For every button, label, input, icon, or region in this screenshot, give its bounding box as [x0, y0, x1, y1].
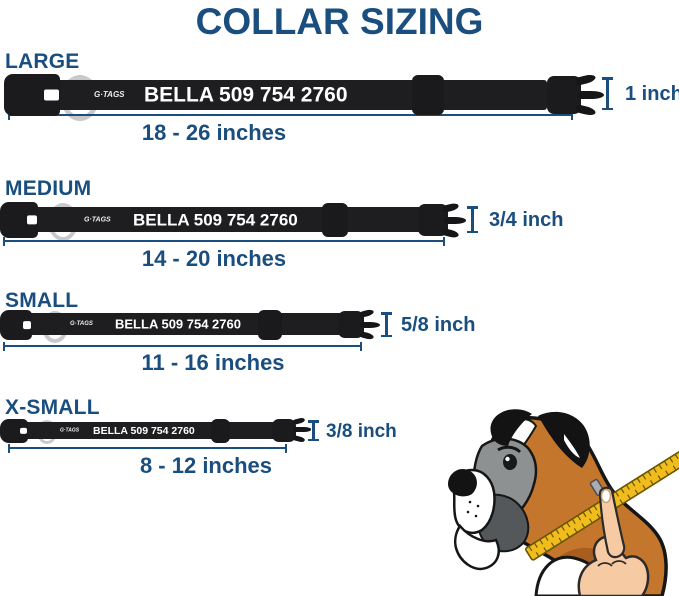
length-range-small: 11 - 16 inches	[141, 350, 285, 375]
buckle-prong	[575, 73, 597, 86]
collar-image-x-small: G·TAGS BELLA 509 754 2760	[0, 416, 320, 446]
width-label-large: 1 inch	[625, 83, 679, 105]
length-dimension-line	[8, 110, 573, 120]
personalization-text: BELLA 509 754 2760	[144, 83, 348, 107]
tri-glide-slider-icon	[412, 75, 444, 115]
buckle-prong	[359, 331, 375, 341]
personalization-text: BELLA 509 754 2760	[133, 210, 298, 229]
collar-image-large: G·TAGS BELLA 509 754 2760	[4, 72, 620, 121]
buckle-female-icon	[0, 419, 28, 443]
buckle-female-icon	[0, 310, 32, 340]
width-label-x-small: 3/8 inch	[326, 421, 397, 442]
size-label-medium: MEDIUM	[5, 177, 92, 200]
length-dimension-line	[8, 443, 287, 453]
page-title: COLLAR SIZING	[195, 1, 484, 42]
personalization-text: BELLA 509 754 2760	[115, 316, 241, 332]
length-range-large: 18 - 26 inches	[141, 120, 287, 145]
hand-index-finger	[598, 486, 626, 559]
collar-strap: G·TAGS BELLA 509 754 2760	[46, 80, 547, 110]
size-label-small: SMALL	[5, 289, 79, 312]
brand-logo: G·TAGS	[84, 216, 111, 223]
collar-image-medium: G·TAGS BELLA 509 754 2760	[0, 200, 470, 241]
dog-chin	[453, 523, 500, 571]
collar-strap: G·TAGS BELLA 509 754 2760	[28, 313, 344, 335]
buckle-prong	[575, 104, 597, 117]
tri-glide-slider-icon	[258, 310, 282, 340]
tri-glide-slider-icon	[211, 419, 230, 443]
width-bracket-icon	[381, 312, 391, 337]
length-range-x-small: 8 - 12 inches	[139, 453, 273, 478]
dog-nose	[448, 468, 477, 497]
buckle-prong	[442, 202, 460, 213]
width-label-medium: 3/4 inch	[489, 209, 564, 231]
brand-logo: G·TAGS	[70, 321, 93, 327]
width-bracket-icon	[602, 77, 612, 110]
buckle-prong	[444, 217, 466, 224]
buckle-prong	[359, 308, 375, 318]
length-dimension-line	[3, 341, 362, 351]
buckle-female-icon	[4, 74, 60, 116]
size-label-large: LARGE	[5, 50, 80, 73]
brand-logo: G·TAGS	[94, 90, 125, 99]
buckle-prong	[360, 322, 380, 328]
buckle-prong	[578, 91, 604, 99]
dog-eye	[503, 454, 517, 470]
dog-ear	[490, 409, 532, 446]
length-dimension-line	[3, 236, 445, 246]
width-bracket-icon	[308, 420, 318, 441]
collar-image-small: G·TAGS BELLA 509 754 2760	[0, 308, 390, 343]
tri-glide-slider-icon	[322, 203, 348, 237]
brand-logo: G·TAGS	[60, 427, 80, 433]
collar-strap: G·TAGS BELLA 509 754 2760	[24, 422, 276, 439]
size-label-x-small: X-SMALL	[5, 396, 100, 419]
buckle-prong	[293, 427, 311, 432]
collar-strap: G·TAGS BELLA 509 754 2760	[34, 207, 424, 232]
boxer-dog-neck-measuring-illustration	[448, 409, 679, 596]
width-bracket-icon	[467, 206, 477, 233]
buckle-prong	[292, 417, 306, 425]
width-label-small: 5/8 inch	[401, 314, 476, 336]
buckle-prong	[292, 435, 306, 443]
length-range-medium: 14 - 20 inches	[141, 246, 287, 271]
personalization-text: BELLA 509 754 2760	[93, 424, 195, 437]
fingernail	[600, 488, 612, 504]
buckle-female-icon	[0, 202, 38, 238]
buckle-male-icon	[272, 419, 296, 442]
